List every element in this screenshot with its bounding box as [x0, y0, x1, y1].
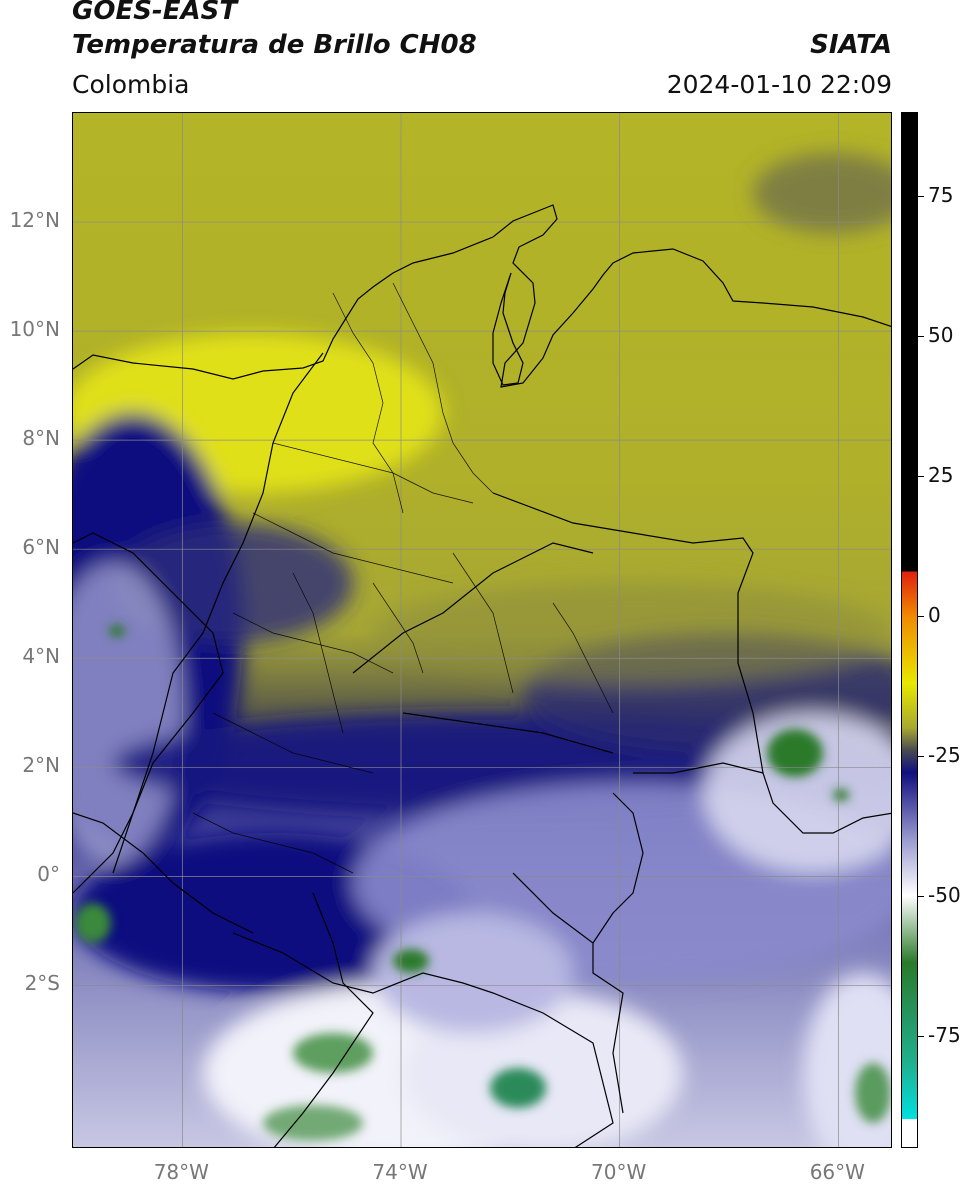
- colorbar-tick-label: 25: [928, 463, 954, 487]
- lat-label: 0°: [37, 862, 60, 887]
- colorbar-tick-label: 75: [928, 183, 954, 207]
- colorbar: [901, 112, 918, 1148]
- map-canvas: [73, 113, 891, 1147]
- colorbar-tick-label: -25: [928, 743, 961, 767]
- lat-label: 12°N: [9, 208, 60, 233]
- colorbar-tick: [918, 756, 924, 757]
- region-label: Colombia: [72, 70, 190, 99]
- colorbar-tick: [918, 196, 924, 197]
- lat-label: 4°N: [22, 644, 60, 669]
- datetime-label: 2024-01-10 22:09: [666, 70, 892, 99]
- colorbar-tick: [918, 1036, 924, 1037]
- graticule: [73, 113, 891, 1147]
- colorbar-tick-label: 50: [928, 323, 954, 347]
- lat-label: 8°N: [22, 426, 60, 451]
- lon-label: 70°W: [591, 1160, 647, 1184]
- cold-cores: [75, 625, 891, 1141]
- lat-label: 6°N: [22, 535, 60, 560]
- colorbar-tick-label: -50: [928, 883, 961, 907]
- department-borders: [192, 282, 614, 874]
- colorbar-tick-label: -75: [928, 1023, 961, 1047]
- lon-label: 78°W: [153, 1160, 209, 1184]
- lat-label: 10°N: [9, 317, 60, 342]
- colorbar-tick: [918, 336, 924, 337]
- lat-label: 2°S: [24, 971, 60, 996]
- colorbar-tick: [918, 616, 924, 617]
- brand-label: SIATA: [810, 30, 892, 60]
- product-title: Temperatura de Brillo CH08: [72, 30, 477, 60]
- lat-label: 2°N: [22, 753, 60, 778]
- satellite-map: [72, 112, 892, 1148]
- lon-label: 66°W: [809, 1160, 865, 1184]
- satellite-title: GOES-EAST: [72, 0, 238, 26]
- colorbar-tick-label: 0: [928, 603, 941, 627]
- colorbar-tick: [918, 476, 924, 477]
- colorbar-tick: [918, 896, 924, 897]
- lon-label: 74°W: [372, 1160, 428, 1184]
